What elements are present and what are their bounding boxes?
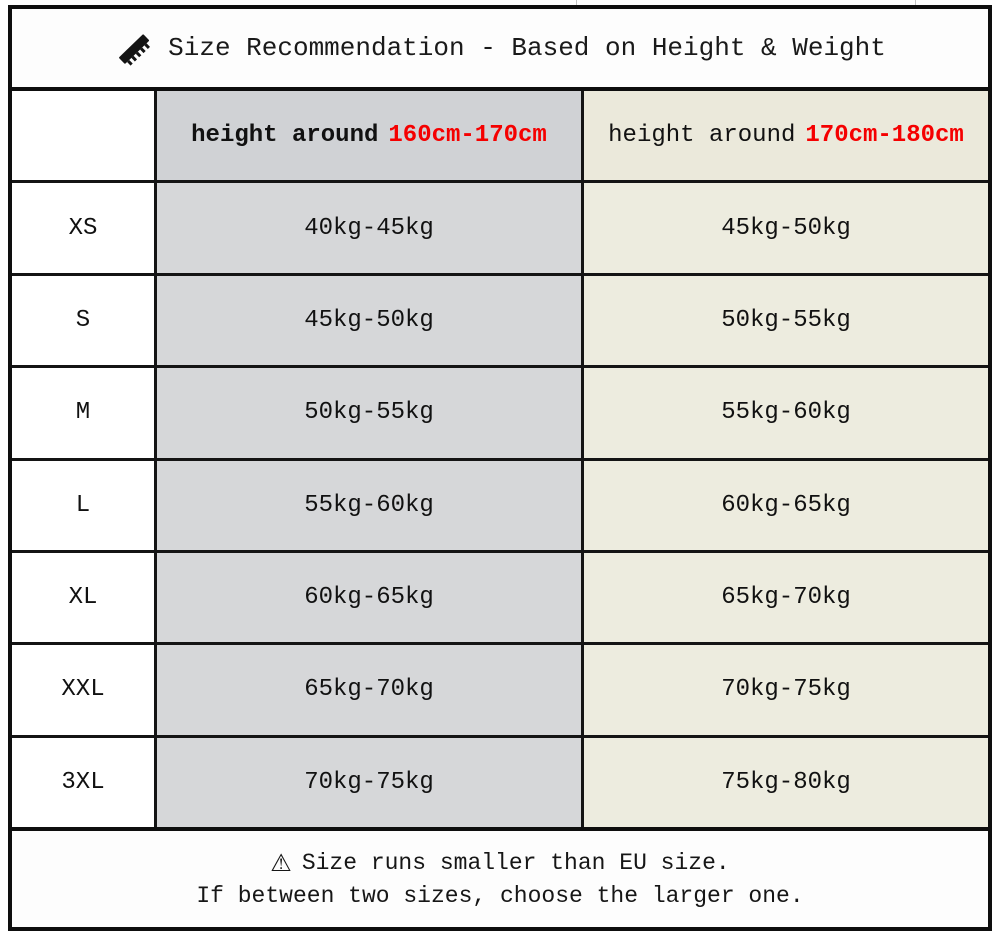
footer-text-1: Size runs smaller than EU size. <box>301 849 730 876</box>
footer-line-2: If between two sizes, choose the larger … <box>196 883 803 909</box>
weight-cell: 60kg-65kg <box>584 460 988 550</box>
header-prefix: height around <box>191 122 379 150</box>
header-cell-height-160-170: height around 160cm-170cm <box>157 91 581 181</box>
size-label-cell: XS <box>12 183 154 273</box>
page-title: Size Recommendation - Based on Height & … <box>168 33 886 63</box>
cropped-content-remnant <box>0 0 1000 5</box>
weight-cell: 55kg-60kg <box>584 368 988 458</box>
chart-title-bar: Size Recommendation - Based on Height & … <box>12 9 988 91</box>
remnant-gridline <box>576 0 577 5</box>
weight-cell: 50kg-55kg <box>584 275 988 366</box>
header-prefix: height around <box>608 122 796 150</box>
weight-cell: 60kg-65kg <box>157 552 581 643</box>
size-label-cell: M <box>12 368 154 458</box>
size-label-cell: XXL <box>12 645 154 735</box>
weight-cell: 75kg-80kg <box>584 737 988 827</box>
header-cell-size <box>12 91 154 181</box>
weight-cell: 45kg-50kg <box>584 183 988 273</box>
weight-cell: 55kg-60kg <box>157 460 581 550</box>
weight-cell: 70kg-75kg <box>157 737 581 827</box>
size-label-cell: L <box>12 460 154 550</box>
size-table: height around 160cm-170cm height around … <box>12 91 988 827</box>
size-label-cell: XL <box>12 552 154 643</box>
ruler-icon <box>119 34 151 66</box>
weight-cell: 70kg-75kg <box>584 645 988 735</box>
weight-cell: 50kg-55kg <box>157 368 581 458</box>
size-label-cell: 3XL <box>12 737 154 827</box>
size-label-cell: S <box>12 275 154 366</box>
weight-cell: 65kg-70kg <box>584 552 988 643</box>
weight-cell: 40kg-45kg <box>157 183 581 273</box>
header-cell-height-170-180: height around 170cm-180cm <box>584 91 988 181</box>
footer-text-2: If between two sizes, choose the larger … <box>196 882 804 909</box>
footer-line-1: ⚠ Size runs smaller than EU size. <box>270 850 729 876</box>
header-range: 160cm-170cm <box>388 122 547 150</box>
weight-cell: 45kg-50kg <box>157 275 581 366</box>
warning-icon: ⚠ <box>270 848 292 877</box>
size-chart-frame: Size Recommendation - Based on Height & … <box>8 5 992 931</box>
footer-note: ⚠ Size runs smaller than EU size. If bet… <box>12 827 988 927</box>
weight-cell: 65kg-70kg <box>157 645 581 735</box>
header-range: 170cm-180cm <box>805 122 964 150</box>
remnant-gridline <box>915 0 916 5</box>
